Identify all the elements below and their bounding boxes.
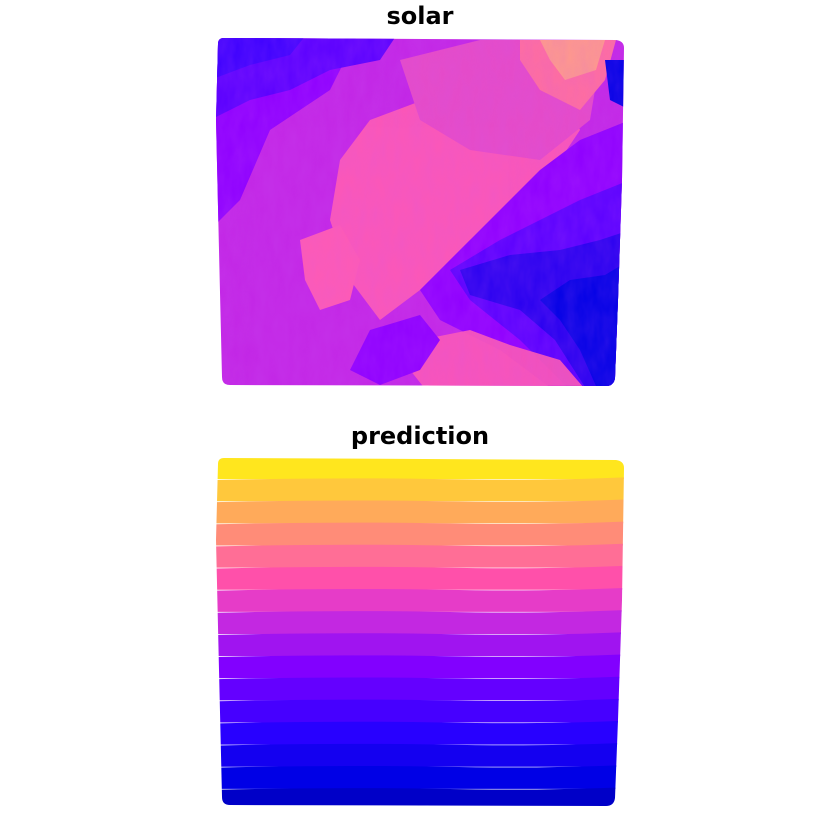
solar-map bbox=[216, 38, 624, 386]
prediction-band bbox=[216, 565, 624, 590]
prediction-band bbox=[216, 654, 624, 679]
solar-panel: solar bbox=[216, 2, 624, 386]
prediction-band bbox=[216, 458, 624, 480]
prediction-map bbox=[216, 458, 624, 806]
prediction-band bbox=[216, 786, 624, 806]
solar-texture bbox=[216, 38, 624, 386]
prediction-band bbox=[216, 499, 624, 524]
prediction-band bbox=[216, 477, 624, 502]
solar-map-title: solar bbox=[386, 2, 454, 30]
prediction-band bbox=[216, 698, 624, 723]
prediction-band bbox=[216, 720, 624, 745]
prediction-band bbox=[216, 676, 624, 701]
prediction-band bbox=[216, 742, 624, 767]
prediction-band bbox=[216, 632, 624, 657]
prediction-band bbox=[216, 764, 624, 789]
prediction-map-title: prediction bbox=[350, 422, 490, 450]
prediction-panel: prediction bbox=[0, 420, 840, 840]
prediction-band bbox=[216, 609, 624, 634]
prediction-band bbox=[216, 521, 624, 546]
prediction-raster bbox=[216, 458, 624, 806]
solar-raster bbox=[216, 38, 624, 386]
prediction-band bbox=[216, 587, 624, 612]
prediction-band bbox=[216, 543, 624, 568]
